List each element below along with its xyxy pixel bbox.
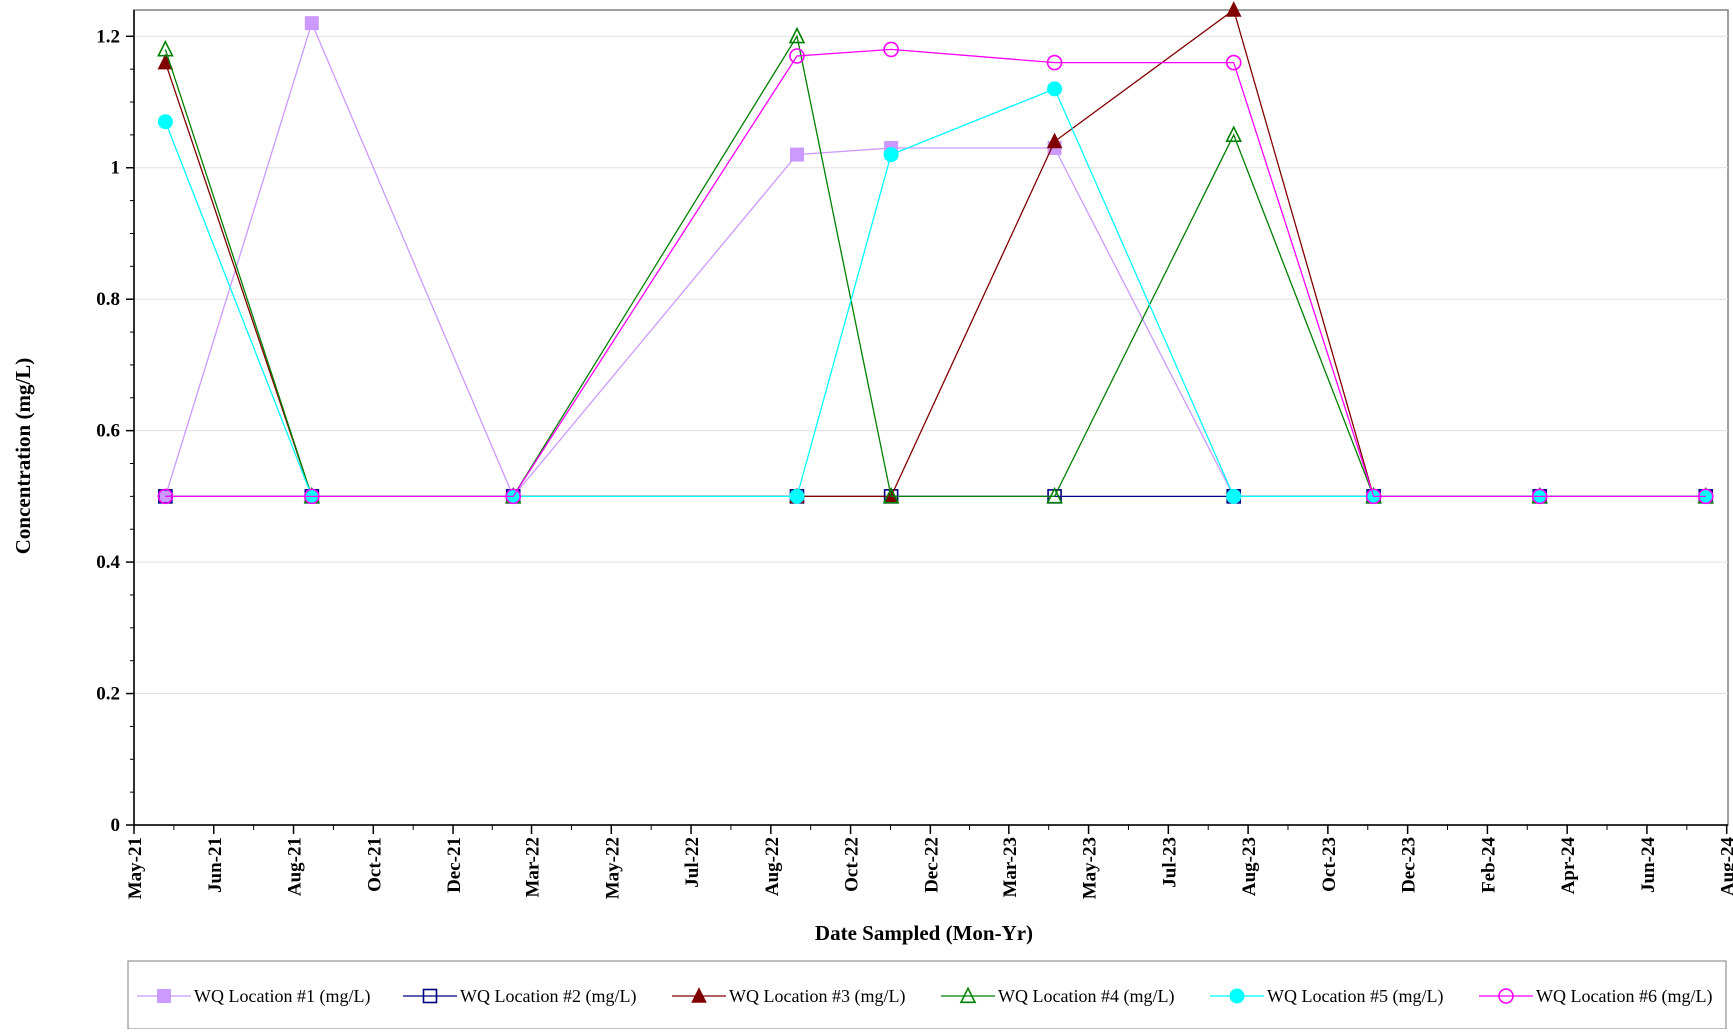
legend-item-4: WQ Location #4 (mg/L) <box>941 986 1174 1007</box>
legend-marker <box>422 988 438 1004</box>
series-4-point <box>1046 486 1063 504</box>
x-tick-label: Jun-21 <box>205 837 226 893</box>
y-tick-label: 0.6 <box>96 421 120 442</box>
x-tick-label: Mar-22 <box>523 837 544 898</box>
series-5 <box>157 81 1714 504</box>
x-tick-label: May-22 <box>602 837 623 899</box>
axes: Concentration (mg/L) Date Sampled (Mon-Y… <box>11 10 1733 945</box>
legend-box <box>127 960 1727 1030</box>
legend-item-3: WQ Location #3 (mg/L) <box>672 986 905 1007</box>
x-tick-label: Jul-23 <box>1159 837 1180 888</box>
legend-label: WQ Location #6 (mg/L) <box>1536 986 1712 1007</box>
legend-marker <box>1229 988 1245 1004</box>
series-6-point <box>1697 488 1714 505</box>
y-tick-label: 0.4 <box>96 552 120 573</box>
legend-item-6: WQ Location #6 (mg/L) <box>1479 986 1712 1007</box>
series-6-point <box>883 41 899 58</box>
legend-label: WQ Location #1 (mg/L) <box>194 986 370 1007</box>
series-1-point <box>304 16 319 31</box>
series-3-point <box>1046 132 1063 149</box>
y-tick-label: 1.2 <box>96 26 120 47</box>
plot-area-frame <box>133 9 1729 826</box>
series-3-line <box>164 8 1706 498</box>
series-1 <box>158 16 1713 504</box>
x-tick-label: Jun-24 <box>1638 837 1659 893</box>
x-tick-label: Aug-21 <box>285 837 306 896</box>
y-tick-label: 1 <box>111 158 121 179</box>
series-6-point <box>1046 54 1063 71</box>
y-tick-label: 0.2 <box>96 684 120 705</box>
y-axis-title: Concentration (mg/L) <box>11 358 35 555</box>
y-tick-label: 0 <box>111 815 121 836</box>
series-6-line <box>165 48 1706 498</box>
x-tick-label: Dec-23 <box>1399 837 1420 893</box>
legend-item-5: WQ Location #5 (mg/L) <box>1210 986 1443 1007</box>
series-6-point <box>505 488 522 505</box>
y-tick-label: 0.8 <box>96 289 120 310</box>
legend-marker <box>959 986 977 1004</box>
series-5-point <box>883 147 899 163</box>
series-1-point <box>789 147 804 162</box>
series-4-point <box>1225 125 1243 142</box>
x-tick-label: Jul-22 <box>682 837 703 888</box>
series-3 <box>157 1 1714 504</box>
series-3-point <box>1225 1 1242 17</box>
series-5-point <box>157 114 173 130</box>
series-lines <box>157 1 1715 505</box>
gridlines <box>133 9 1729 826</box>
series-4-point <box>157 39 174 57</box>
x-tick-label: Oct-23 <box>1319 837 1340 892</box>
legend-marker <box>157 989 171 1003</box>
series-6-point <box>1365 488 1382 505</box>
series-3-point <box>157 53 174 70</box>
series-5-point <box>1226 488 1242 504</box>
series-6 <box>157 41 1714 505</box>
legend: WQ Location #1 (mg/L) WQ Location #2 (mg/… <box>127 960 1727 1030</box>
legend-item-2: WQ Location #2 (mg/L) <box>403 986 636 1007</box>
x-tick-label: Oct-21 <box>364 837 385 892</box>
series-6-point <box>1225 54 1242 71</box>
x-tick-label: Oct-22 <box>842 837 863 892</box>
x-tick-label: Aug-23 <box>1239 837 1260 896</box>
x-axis-title: Date Sampled (Mon-Yr) <box>815 921 1033 945</box>
series-1-line <box>164 21 1706 498</box>
x-tick-label: May-21 <box>125 837 146 899</box>
x-tick-label: Aug-24 <box>1718 837 1733 897</box>
legend-label: WQ Location #3 (mg/L) <box>729 986 905 1007</box>
series-5-point <box>1047 81 1063 97</box>
series-4-line <box>164 34 1706 498</box>
series-6-point <box>1531 488 1548 505</box>
x-tick-label: May-23 <box>1080 837 1101 899</box>
legend-item-1: WQ Location #1 (mg/L) <box>137 986 370 1007</box>
x-tick-label: Dec-22 <box>921 837 942 893</box>
series-5-point <box>789 488 805 504</box>
x-tick-label: Mar-23 <box>1000 837 1021 898</box>
series-6-point <box>789 48 805 64</box>
x-tick-label: Feb-24 <box>1478 837 1499 893</box>
legend-label: WQ Location #5 (mg/L) <box>1267 986 1443 1007</box>
x-tick-label: Aug-22 <box>762 837 783 896</box>
legend-label: WQ Location #2 (mg/L) <box>460 986 636 1007</box>
x-tick-label: Dec-21 <box>444 837 465 893</box>
series-4-point <box>788 26 806 44</box>
series-5-line <box>164 88 1706 498</box>
series-6-point <box>157 488 174 505</box>
x-tick-label: Apr-24 <box>1558 837 1579 895</box>
series-4-point <box>882 486 900 504</box>
legend-marker <box>691 987 707 1003</box>
series-4 <box>157 26 1715 504</box>
series-6-point <box>304 488 320 505</box>
legend-marker <box>1498 988 1514 1004</box>
legend-label: WQ Location #4 (mg/L) <box>998 986 1174 1007</box>
